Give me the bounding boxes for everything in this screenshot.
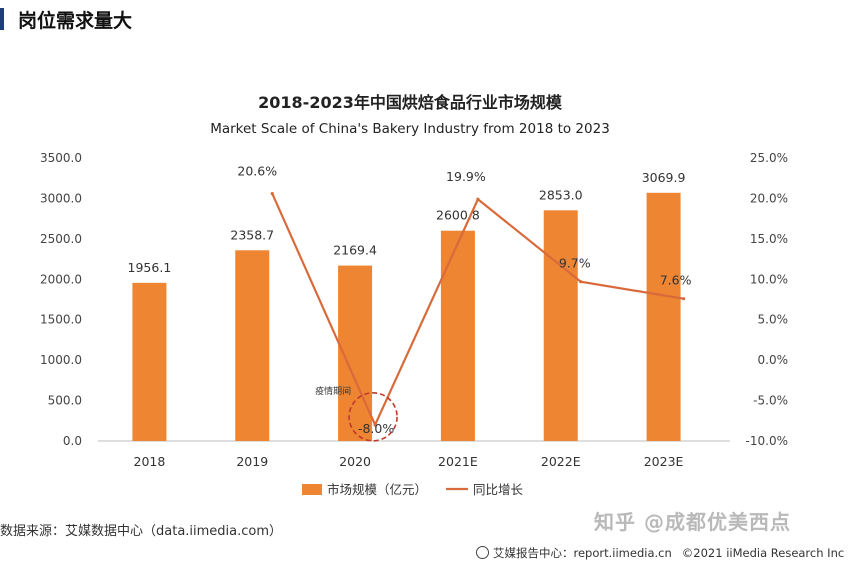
growth-point [476, 197, 480, 201]
right-axis-tick-label: 15.0% [750, 232, 788, 246]
legend-label-bar: 市场规模（亿元） [327, 482, 427, 497]
footer-copyright: ©2021 iiMedia Research Inc [681, 546, 845, 560]
x-axis-tick-label: 2019 [236, 454, 268, 469]
x-axis-tick-label: 2021E [438, 454, 478, 469]
footer-brand: 艾媒报告中心：report.iimedia.cn [493, 546, 672, 560]
right-axis-tick-label: 0.0% [758, 353, 789, 367]
growth-point [373, 423, 377, 427]
bar-value-label: 2853.0 [539, 187, 583, 202]
section-header-marker [0, 8, 4, 30]
legend-label-line: 同比增长 [473, 482, 524, 497]
footer: 艾媒报告中心：report.iimedia.cn ©2021 iiMedia Re… [476, 545, 844, 561]
growth-value-label: 7.6% [660, 273, 692, 288]
x-axis-tick-label: 2022E [541, 454, 581, 469]
left-axis-tick-label: 2000.0 [40, 272, 82, 286]
growth-point [270, 191, 274, 196]
bar [132, 282, 167, 441]
right-axis-tick-label: -5.0% [753, 394, 788, 408]
x-axis-tick-label: 2018 [134, 454, 166, 469]
data-source-note: 数据来源：艾媒数据中心（data.iimedia.com） [0, 524, 283, 539]
bar [440, 230, 475, 441]
x-axis-tick-label: 2020 [339, 454, 371, 469]
growth-value-label: 19.9% [446, 169, 486, 184]
globe-icon [476, 546, 489, 559]
left-axis-tick-label: 1500.0 [40, 313, 82, 327]
right-axis-tick-label: -10.0% [746, 434, 788, 448]
left-axis-tick-label: 3000.0 [40, 191, 82, 205]
bar [646, 192, 681, 441]
left-axis-tick-label: 2500.0 [40, 232, 82, 246]
growth-point [681, 297, 686, 301]
right-axis-tick-label: 25.0% [750, 151, 788, 165]
bar [235, 250, 270, 441]
chart-title: 2018-2023年中国烘焙食品行业市场规模 [258, 93, 563, 112]
section-header: 岗位需求量大 [0, 0, 860, 40]
section-title: 岗位需求量大 [18, 10, 133, 32]
bar-value-label: 3069.9 [642, 170, 686, 185]
left-axis-tick-label: 1000.0 [40, 353, 82, 367]
legend-swatch-bar [302, 484, 322, 495]
watermark: 知乎 @成都优美西点 [594, 510, 791, 534]
growth-value-label: 20.6% [237, 164, 277, 179]
chart-subtitle: Market Scale of China's Bakery Industry … [210, 121, 610, 137]
bar-value-label: 1956.1 [128, 260, 172, 275]
growth-value-label: 9.7% [559, 256, 591, 271]
right-axis-tick-label: 10.0% [750, 272, 788, 286]
growth-value-label: -8.0% [358, 421, 394, 436]
bar [543, 210, 578, 441]
annotation-highlight-circle [348, 392, 398, 442]
chart-legend: 市场规模（亿元） 同比增长 [302, 482, 524, 497]
right-axis-tick-label: 20.0% [750, 191, 788, 205]
growth-point [579, 280, 583, 284]
growth-line-series: 20.6% -8.0% 19.9% 9.7% 7.6% 疫情期间 [237, 164, 692, 442]
left-axis-tick-label: 3500.0 [40, 151, 82, 165]
chart-axes: 0.0 500.0 1000.0 1500.0 2000.0 2500.0 3000.0 35… [40, 151, 788, 469]
right-axis-tick-label: 5.0% [758, 313, 789, 327]
left-axis-tick-label: 500.0 [48, 394, 82, 408]
left-axis-tick-label: 0.0 [63, 434, 82, 448]
bar-value-label: 2358.7 [230, 227, 274, 242]
bar-value-label: 2169.4 [333, 243, 377, 258]
x-axis-tick-label: 2023E [644, 454, 684, 469]
annotation-label: 疫情期间 [315, 385, 351, 397]
